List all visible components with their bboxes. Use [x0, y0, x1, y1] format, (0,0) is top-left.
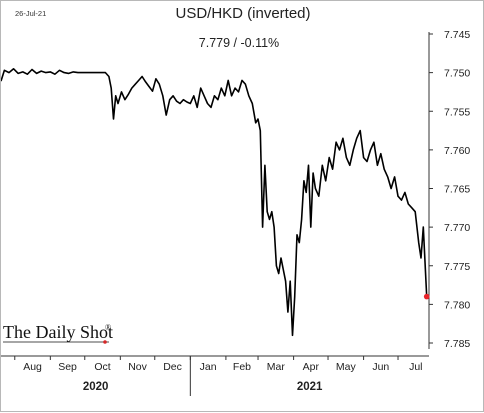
chart-subtitle: 7.779 / -0.11%	[199, 36, 279, 50]
last-value-point	[423, 293, 430, 300]
y-tick-label: 7.780	[444, 299, 470, 311]
x-tick-label: May	[336, 361, 357, 373]
chart-date: 26-Jul-21	[15, 9, 46, 18]
watermark-text: The Daily Shot	[3, 322, 113, 342]
x-tick-label: Mar	[267, 361, 286, 373]
year-label-2021: 2021	[297, 381, 323, 393]
x-tick-label: Jun	[372, 361, 389, 373]
plot-area	[1, 68, 430, 337]
y-tick-label: 7.760	[444, 145, 470, 157]
y-tick-label: 7.785	[444, 338, 470, 350]
x-tick-label: Feb	[233, 361, 251, 373]
y-tick-label: 7.775	[444, 261, 470, 273]
watermark-dot	[103, 340, 107, 344]
y-tick-label: 7.765	[444, 184, 470, 196]
y-tick-label: 7.770	[444, 222, 470, 234]
y-axis: 7.745 7.750 7.755 7.760 7.765 7.770 7.775 7.780…	[428, 29, 470, 350]
x-tick-label: Jul	[409, 361, 422, 373]
watermark-logo: The Daily Shot ®	[3, 322, 113, 344]
x-tick-label: Nov	[128, 361, 147, 373]
x-tick-label: Jan	[200, 361, 217, 373]
watermark-mark: ®	[105, 323, 111, 332]
series-line-usd-hkd	[1, 68, 428, 337]
y-tick-label: 7.755	[444, 106, 470, 118]
x-tick-label: Oct	[94, 361, 110, 373]
x-tick-label: Apr	[303, 361, 320, 373]
x-tick-label: Aug	[23, 361, 42, 373]
year-label-2020: 2020	[83, 381, 109, 393]
y-tick-label: 7.750	[444, 68, 470, 80]
y-tick-label: 7.745	[444, 29, 470, 41]
x-tick-label: Sep	[58, 361, 77, 373]
x-axis: Aug Sep Oct Nov Dec Jan Feb Mar Apr May Jun Jul 2020…	[1, 355, 429, 396]
chart-title: USD/HKD (inverted)	[175, 5, 310, 22]
x-tick-label: Dec	[163, 361, 182, 373]
